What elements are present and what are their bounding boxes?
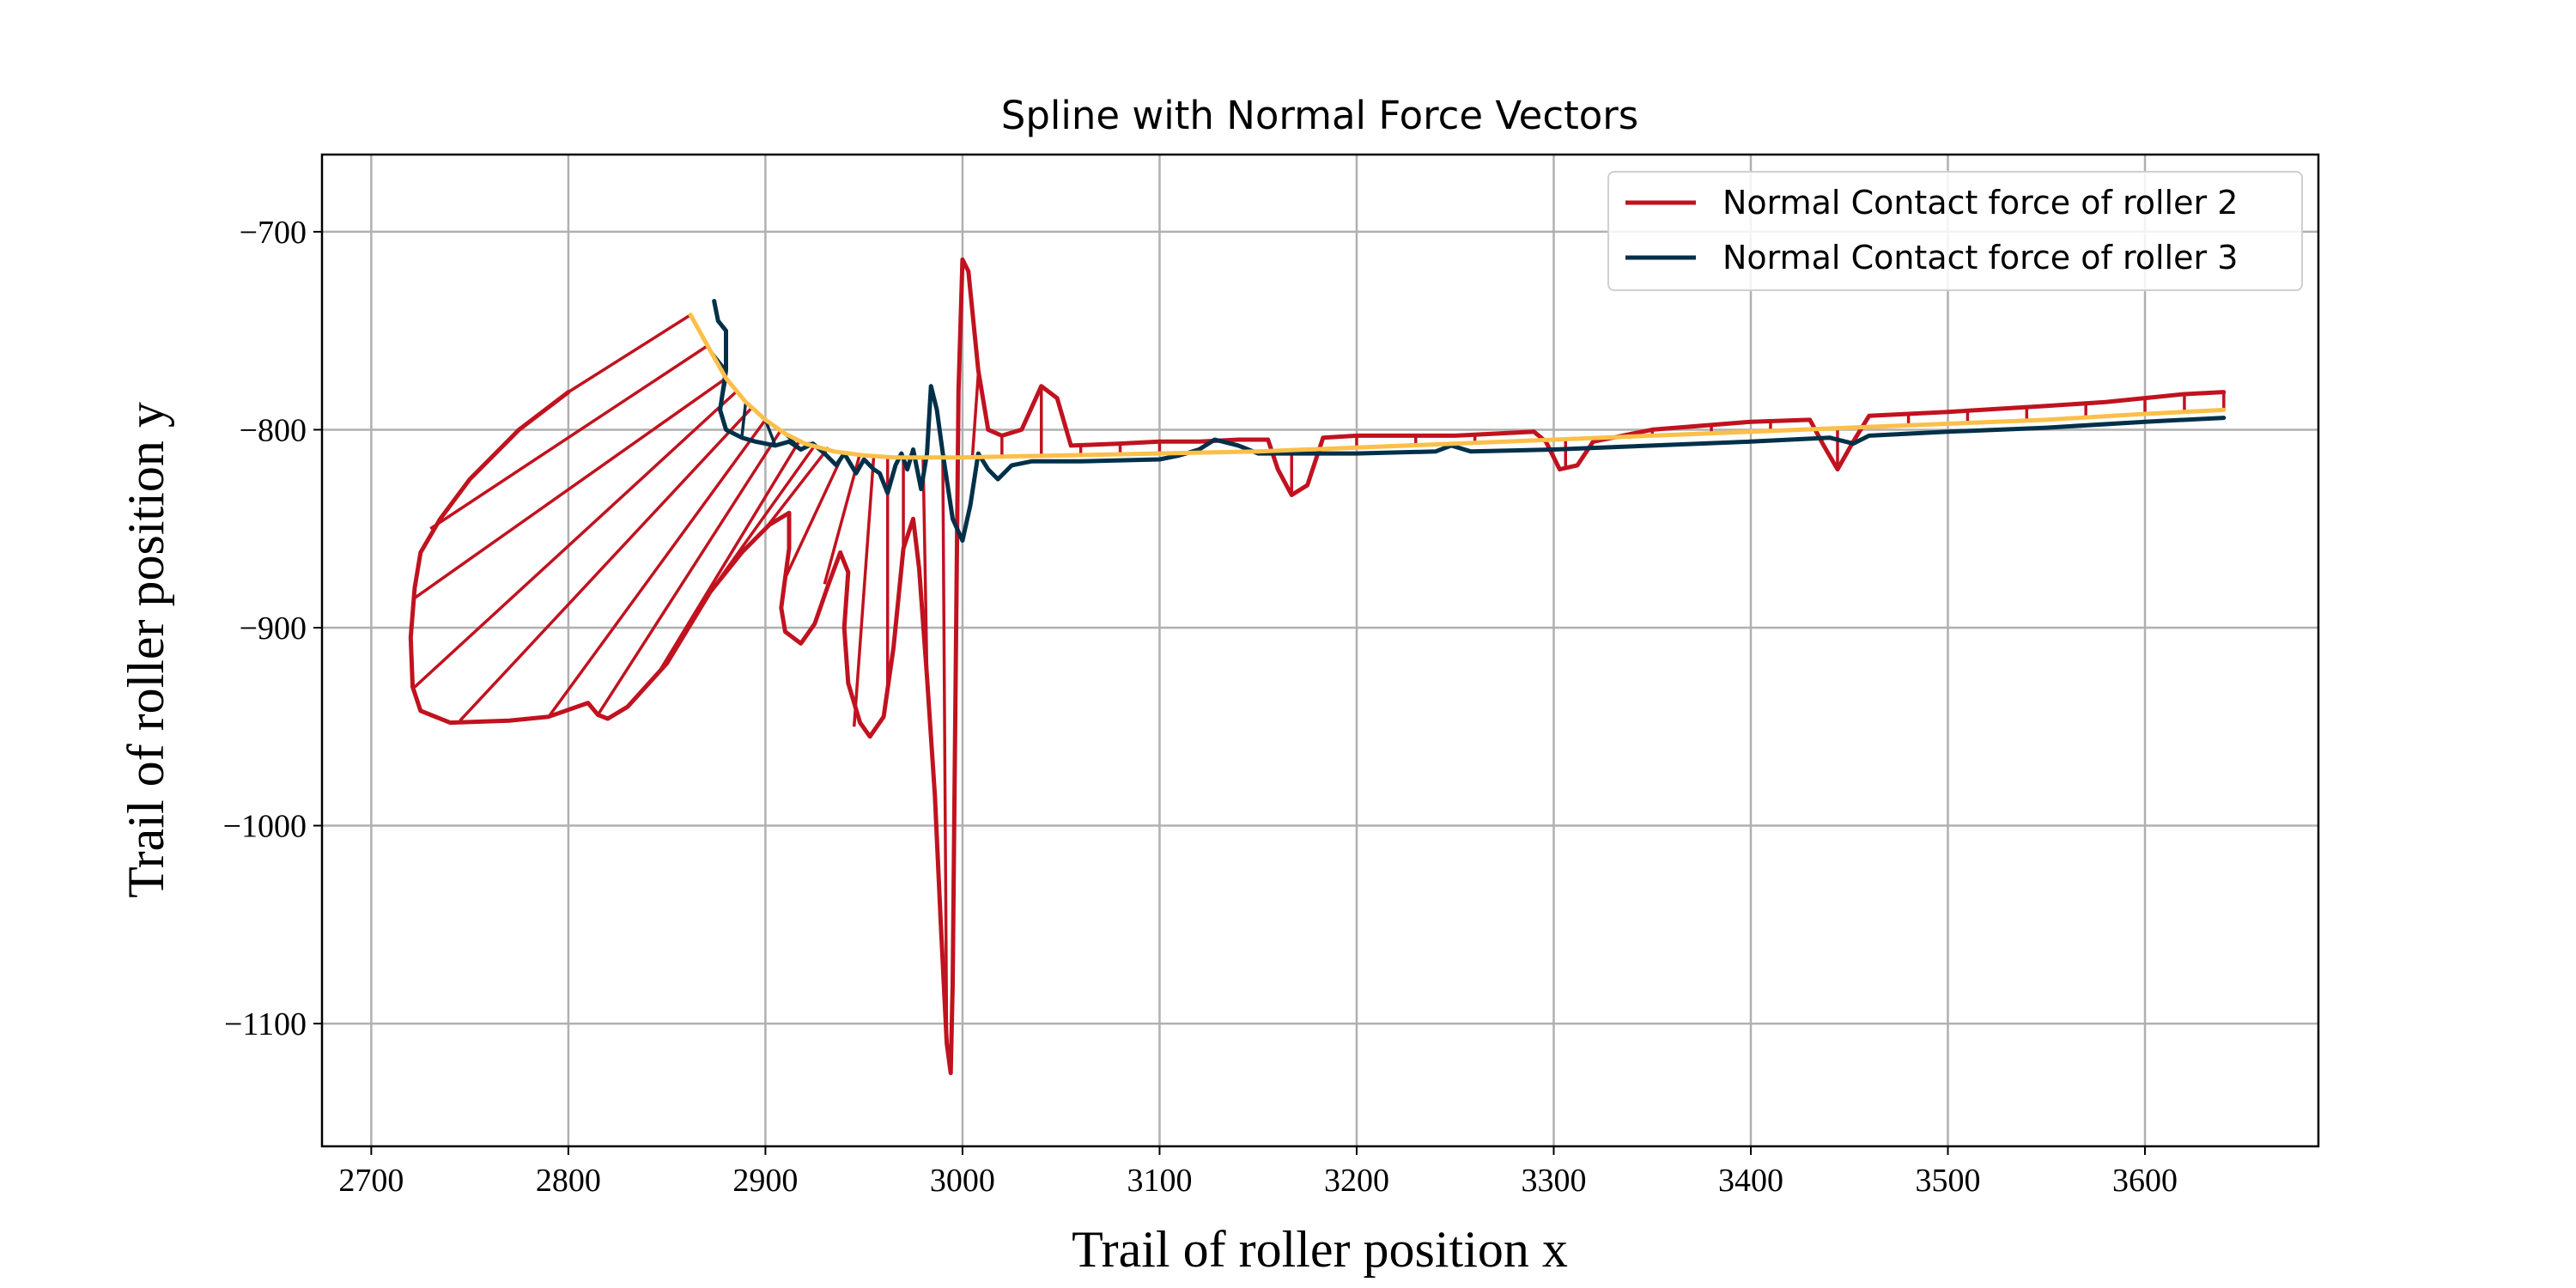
series-line-roller-3: [712, 299, 2227, 544]
x-tick-label: 3300: [1521, 1163, 1586, 1199]
x-tick-label: 3600: [2112, 1163, 2178, 1199]
force-vector-roller-2: [970, 374, 981, 458]
force-vector-roller-2: [852, 455, 876, 727]
legend-label-roller-3: Normal Contact force of roller 3: [1722, 239, 2238, 276]
series-roller-2: [413, 313, 2226, 1044]
y-axis-label: Trail of roller position y: [118, 402, 174, 898]
force-vector-roller-2: [655, 440, 800, 677]
x-tick-label: 2900: [732, 1163, 798, 1199]
chart-title: Spline with Normal Force Vectors: [1001, 93, 1638, 138]
legend-box: [1607, 171, 2303, 291]
force-vector-roller-2: [413, 391, 738, 689]
series-line-roller-2: [408, 257, 2227, 1076]
y-tick-label: −800: [240, 412, 307, 448]
x-tick-label: 2800: [536, 1163, 601, 1199]
axes-frame: [320, 153, 2320, 1148]
x-tick-label: 3200: [1324, 1163, 1389, 1199]
force-vector-roller-2: [413, 377, 727, 599]
y-tick-label: −900: [240, 611, 307, 647]
force-vector-roller-3: [740, 401, 748, 438]
x-tick-label: 3000: [930, 1163, 995, 1199]
force-vector-roller-2: [459, 406, 753, 722]
x-tick-label: 3400: [1718, 1163, 1783, 1199]
force-vector-roller-2: [823, 453, 862, 585]
x-axis-label: Trail of roller position x: [1072, 1221, 1568, 1278]
y-tick-label: −1100: [224, 1006, 307, 1042]
x-tick-label: 3100: [1127, 1163, 1192, 1199]
force-vector-roller-2: [764, 447, 830, 530]
grid: [322, 155, 2318, 1146]
spline-line: [688, 313, 2227, 460]
plot-area: [408, 257, 2227, 1076]
x-tick-label: 3500: [1916, 1163, 1981, 1199]
force-vector-roller-2: [567, 313, 692, 394]
force-vector-roller-2: [547, 418, 767, 718]
force-vector-roller-3: [763, 419, 777, 447]
legend-label-roller-2: Normal Contact force of roller 2: [1722, 184, 2238, 222]
legend: Normal Contact force of roller 2 Normal …: [1607, 171, 2303, 291]
force-vector-roller-2: [429, 345, 708, 531]
force-vector-roller-2: [596, 428, 783, 716]
y-tick-label: −1000: [223, 809, 307, 845]
force-vector-roller-2: [941, 457, 949, 1044]
y-tick-label: −700: [240, 215, 307, 251]
force-vector-roller-2: [783, 451, 846, 580]
ticks: 2700 2800 2900 3000 3100 3200 3300 3400 3500 3600…: [223, 215, 2178, 1199]
x-tick-label: 2700: [338, 1163, 404, 1199]
